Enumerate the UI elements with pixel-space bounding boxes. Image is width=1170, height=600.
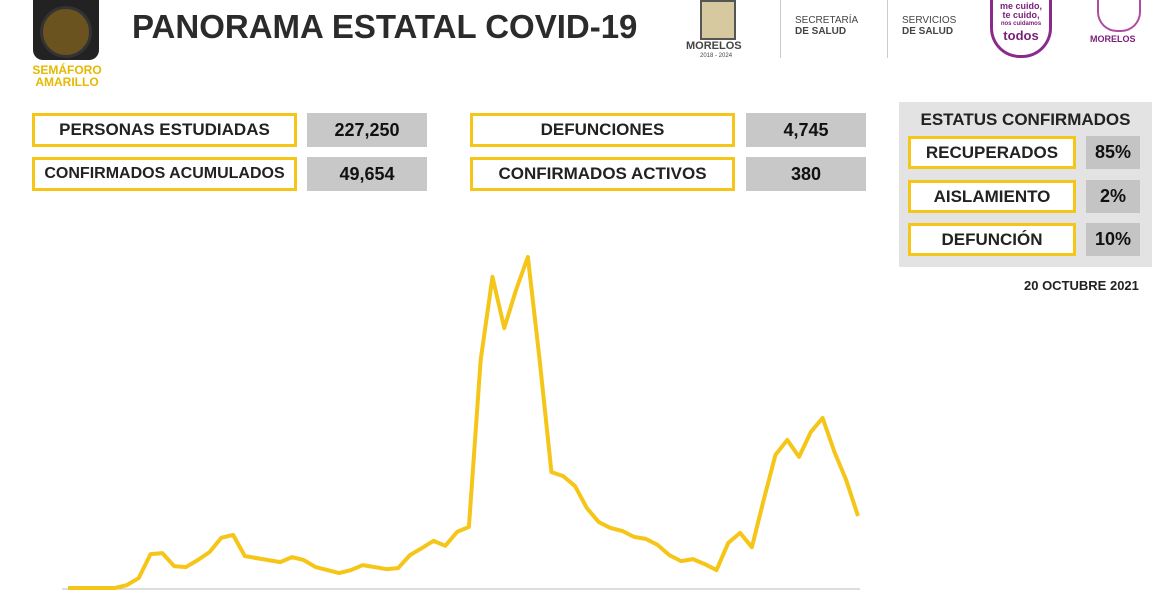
stat-value: 4,745 xyxy=(746,113,866,147)
stat-label: CONFIRMADOS ACUMULADOS xyxy=(32,157,297,191)
stat-label: CONFIRMADOS ACTIVOS xyxy=(470,157,735,191)
flower-logo xyxy=(1097,0,1141,32)
divider xyxy=(887,0,888,58)
status-value: 2% xyxy=(1086,180,1140,213)
stat-label: DEFUNCIONES xyxy=(470,113,735,147)
status-title: ESTATUS CONFIRMADOS xyxy=(920,110,1131,129)
slogan: me cuido, te cuido, nos cuidamos todos xyxy=(990,0,1052,58)
logo-line: DE SALUD xyxy=(795,26,847,37)
secretaria: SECRETARÍA DE SALUD xyxy=(795,15,858,37)
logo-text: MORELOS xyxy=(1090,34,1136,44)
semaforo-label: SEMÁFORO AMARILLO xyxy=(28,64,106,88)
stat-value: 380 xyxy=(746,157,866,191)
line xyxy=(68,254,860,590)
semaforo-line: AMARILLO xyxy=(35,75,99,89)
logo-line: DE SALUD xyxy=(902,26,954,37)
status-label: DEFUNCIÓN xyxy=(908,223,1076,256)
divider xyxy=(780,0,781,58)
status-label: AISLAMIENTO xyxy=(908,180,1076,213)
slogan-line: nos cuidamos xyxy=(1000,21,1042,27)
title: PANORAMA ESTATAL COVID-19 xyxy=(132,8,638,45)
semaforo-line: SEMÁFORO xyxy=(32,63,102,77)
servicios: SERVICIOS DE SALUD xyxy=(902,15,956,37)
slogan-line: me cuido, xyxy=(999,1,1042,11)
stat-label: PERSONAS ESTUDIADAS xyxy=(32,113,297,147)
logo-line: SECRETARÍA xyxy=(795,15,859,26)
date: 20 OCTUBRE 2021 xyxy=(1024,278,1139,293)
chart xyxy=(62,254,860,590)
logo-text: MORELOS xyxy=(686,40,742,52)
status-value: 85% xyxy=(1086,136,1140,169)
stat-value: 49,654 xyxy=(307,157,427,191)
slogan-line: todos xyxy=(1003,28,1039,43)
status-label: RECUPERADOS xyxy=(908,136,1076,169)
semaforo-icon xyxy=(33,0,99,60)
logo-line: SERVICIOS xyxy=(902,15,957,26)
slogan-line: te cuido, xyxy=(1002,10,1040,20)
morelos-shield xyxy=(700,0,736,40)
logo-years: 2018 - 2024 xyxy=(700,53,733,59)
status-value: 10% xyxy=(1086,223,1140,256)
stat-value: 227,250 xyxy=(307,113,427,147)
